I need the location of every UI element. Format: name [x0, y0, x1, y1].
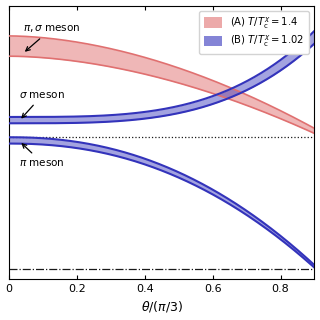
Text: $\pi$ meson: $\pi$ meson [19, 144, 65, 168]
Text: $\pi, \sigma$ meson: $\pi, \sigma$ meson [23, 23, 80, 51]
Text: $\sigma$ meson: $\sigma$ meson [19, 90, 65, 118]
Legend: (A) $T/T_{\mathrm{c}}^{\chi} = 1.4$, (B) $T/T_{\mathrm{c}}^{\chi} = 1.02$: (A) $T/T_{\mathrm{c}}^{\chi} = 1.4$, (B)… [199, 11, 309, 54]
X-axis label: $\theta/(\pi/3)$: $\theta/(\pi/3)$ [140, 300, 183, 315]
